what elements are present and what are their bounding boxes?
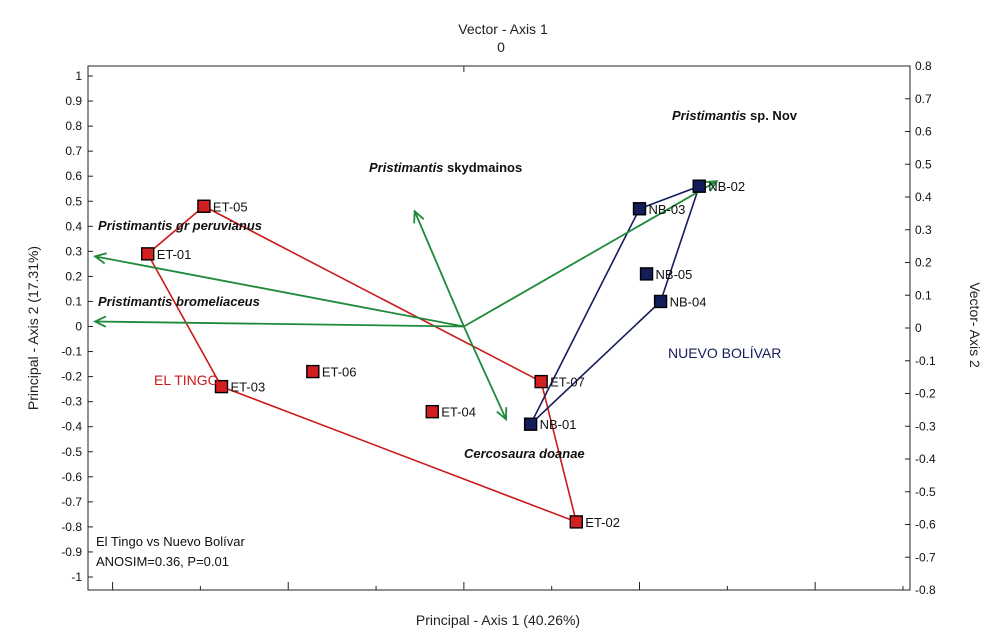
group-label: EL TINGO [154, 372, 219, 388]
data-point [214, 379, 229, 394]
right-tick-label: 0.8 [915, 59, 932, 73]
data-point [639, 267, 654, 281]
vector-arrowhead [496, 407, 508, 422]
vector-arrows: Pristimantis sp. Nov Pristimantis skydmai… [92, 108, 798, 461]
data-point [569, 515, 583, 529]
y-tick-label: -0.9 [61, 545, 82, 559]
y-tick-label: 0.6 [65, 169, 82, 183]
right-axis-title: Vector- Axis 2 [967, 282, 983, 368]
plot-border [87, 65, 911, 591]
group-hulls [146, 184, 701, 524]
vector-arrow [95, 320, 464, 328]
point-label: NB-03 [649, 202, 686, 217]
plot-frame [87, 65, 911, 591]
point-label: ET-03 [230, 380, 265, 395]
y-tick-label: -0.4 [61, 420, 82, 434]
data-point [632, 202, 647, 216]
right-tick-label: 0.1 [915, 288, 932, 302]
y-axis-title: Principal - Axis 2 (17.31%) [25, 246, 41, 410]
point-label: NB-05 [656, 267, 693, 282]
y-tick-label: 0.5 [65, 194, 82, 208]
vector-arrow [463, 180, 718, 328]
data-point [197, 199, 211, 213]
data-point [523, 417, 538, 431]
left-axis-ticks: 1 0.9 0.8 0.7 0.6 0.5 0.4 0.3 0.2 0.1 0 -0.1 -0.2 -0.… [61, 69, 93, 584]
vector-label: Pristimantis bromeliaceus [98, 294, 260, 309]
data-point [306, 364, 320, 379]
right-tick-label: 0.7 [915, 92, 932, 106]
right-tick-label: -0.6 [915, 518, 936, 532]
right-axis-ticks: 0.8 0.7 0.6 0.5 0.4 0.3 0.2 0.1 0 -0.1 -0.2 -0.3 -0.… [905, 59, 936, 597]
group-label: NUEVO BOLÍVAR [668, 345, 781, 361]
top-axis-tick-label: 0 [497, 39, 505, 55]
y-tick-label: 0 [75, 320, 82, 334]
right-tick-label: -0.4 [915, 452, 936, 466]
data-point [653, 294, 668, 309]
right-tick-label: 0.5 [915, 157, 932, 171]
anosim-note-line-1: El Tingo vs Nuevo Bolívar [96, 534, 246, 549]
right-tick-label: -0.1 [915, 354, 936, 368]
vector-arrow [463, 326, 507, 420]
right-tick-label: -0.5 [915, 485, 936, 499]
bottom-axis-ticks [112, 582, 904, 590]
data-point [425, 404, 439, 419]
group-hull [146, 205, 578, 524]
point-label: ET-07 [550, 375, 585, 390]
y-tick-label: 0.1 [65, 294, 82, 308]
vector-label: Pristimantis sp. Nov [672, 108, 798, 123]
data-point [534, 374, 548, 389]
right-tick-label: 0.3 [915, 223, 932, 237]
point-label: NB-01 [540, 417, 577, 432]
vector-arrowhead [92, 252, 107, 265]
point-label: ET-05 [213, 199, 248, 214]
point-label: ET-02 [585, 515, 620, 530]
y-tick-label: 0.3 [65, 244, 82, 258]
y-tick-label: 0.7 [65, 144, 82, 158]
right-tick-label: -0.3 [915, 419, 936, 433]
right-tick-label: 0.2 [915, 256, 932, 270]
point-label: ET-01 [157, 247, 192, 262]
anosim-note-line-2: ANOSIM=0.36, P=0.01 [96, 554, 229, 569]
point-label: ET-04 [441, 405, 476, 420]
vector-arrowhead [92, 315, 107, 328]
point-label: NB-02 [708, 179, 745, 194]
data-point [141, 247, 155, 261]
y-tick-label: -0.1 [61, 345, 82, 359]
vector-label: Cercosaura doanae [464, 446, 585, 461]
y-tick-label: -0.3 [61, 395, 82, 409]
point-label: ET-06 [322, 365, 357, 380]
vector-label: Pristimantis gr peruvianus [98, 218, 262, 233]
y-tick-label: -1 [71, 570, 82, 584]
y-tick-label: 0.4 [65, 219, 82, 233]
right-tick-label: 0.4 [915, 190, 932, 204]
data-point [692, 179, 706, 193]
vector-arrowhead [704, 180, 719, 192]
y-tick-label: -0.7 [61, 495, 82, 509]
vector-arrow [94, 255, 465, 328]
data-points: ET-05 ET-01 ET-03 ET-06 ET-04 ET-07 ET-02 NB-02… [141, 179, 781, 530]
y-tick-label: 0.2 [65, 269, 82, 283]
top-axis-title: Vector - Axis 1 [458, 21, 548, 37]
y-tick-label: 0.9 [65, 94, 82, 108]
vector-arrowhead [413, 209, 425, 224]
point-label: NB-04 [670, 294, 707, 309]
y-tick-label: 0.8 [65, 119, 82, 133]
x-axis-title: Principal - Axis 1 (40.26%) [416, 612, 580, 628]
vector-arrow [413, 210, 465, 327]
right-tick-label: -0.2 [915, 387, 936, 401]
right-tick-label: -0.7 [915, 550, 936, 564]
right-tick-label: 0 [915, 321, 922, 335]
y-tick-label: -0.8 [61, 520, 82, 534]
right-tick-label: 0.6 [915, 125, 932, 139]
y-tick-label: -0.2 [61, 370, 82, 384]
y-tick-label: 1 [75, 69, 82, 83]
y-tick-label: -0.6 [61, 470, 82, 484]
right-tick-label: -0.8 [915, 583, 936, 597]
vector-label: Pristimantis skydmainos [369, 160, 522, 175]
y-tick-label: -0.5 [61, 445, 82, 459]
